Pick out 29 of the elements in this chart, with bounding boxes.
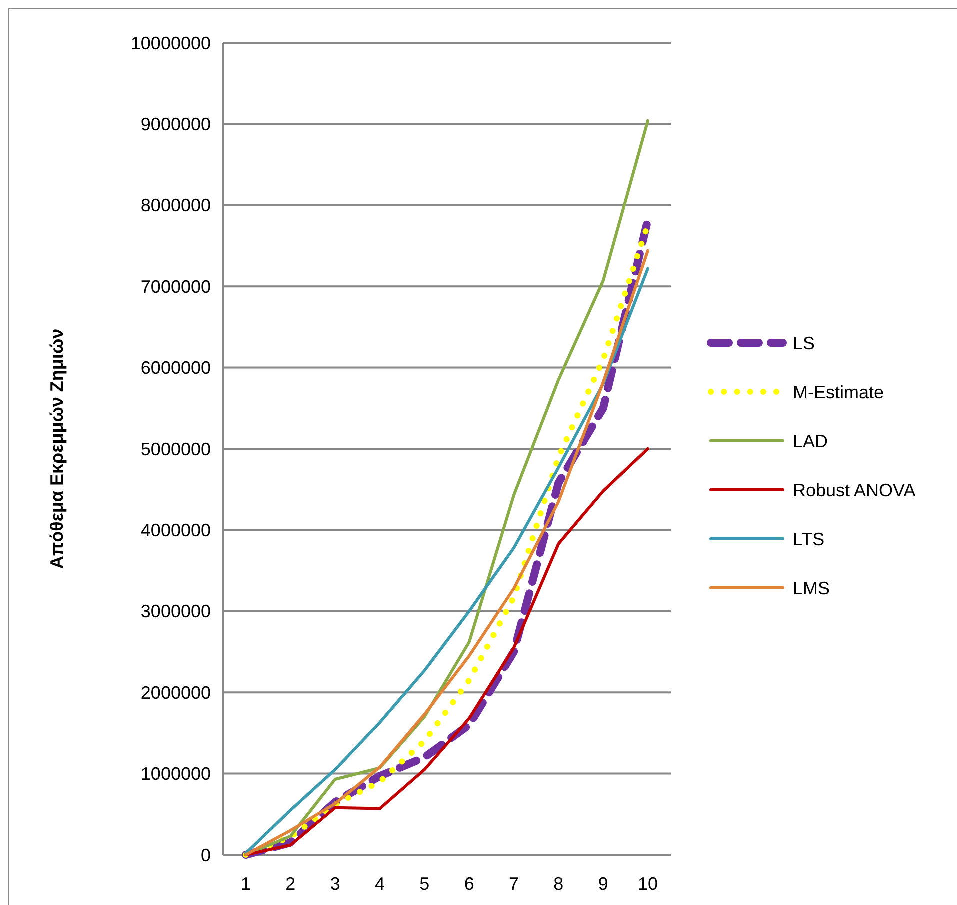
y-tick-label: 7000000: [140, 276, 211, 297]
legend-label: LAD: [793, 431, 828, 452]
y-tick-label: 2000000: [140, 682, 211, 703]
x-tick-label: 1: [240, 874, 252, 894]
y-tick-label: 8000000: [140, 196, 211, 216]
legend-label: LS: [793, 333, 816, 354]
legend-label: Robust ANOVA: [793, 480, 916, 500]
x-tick-label: 7: [508, 874, 520, 894]
legend-label: M-Estimate: [793, 382, 884, 402]
x-tick-label: 2: [286, 874, 296, 894]
x-tick-label: 8: [554, 874, 564, 894]
y-tick-label: 1000000: [140, 764, 211, 784]
y-tick-label: 6000000: [140, 358, 211, 378]
y-tick-label: 0: [200, 845, 211, 866]
x-tick-label: 6: [464, 874, 474, 894]
line-series: [244, 448, 650, 856]
y-tick-label: 9000000: [140, 114, 211, 134]
x-tick-label: 5: [420, 874, 430, 894]
y-axis-title: Απόθεμα Εκρεμμών Ζημιών: [47, 328, 67, 570]
y-tick-label: 5000000: [140, 439, 211, 460]
x-tick-label: 4: [374, 874, 386, 894]
x-tick-label: 9: [598, 874, 608, 894]
legend-label: LMS: [793, 578, 830, 598]
legend-label: LTS: [793, 529, 825, 550]
x-tick-label: 3: [330, 874, 340, 894]
y-tick-label: 3000000: [140, 602, 211, 622]
y-tick-label: 10000000: [130, 33, 211, 54]
y-tick-label: 4000000: [140, 520, 211, 540]
x-tick-label: 10: [638, 874, 658, 894]
